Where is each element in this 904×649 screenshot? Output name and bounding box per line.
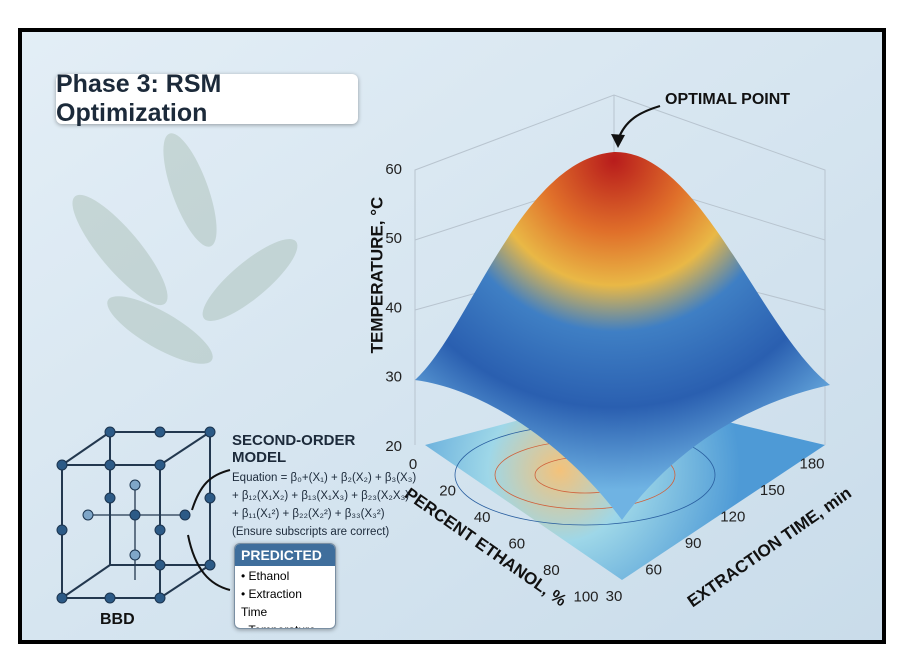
- predicted-item: • Ethanol: [241, 569, 290, 583]
- tick-label: 60: [385, 161, 402, 178]
- tick-label: 40: [385, 299, 402, 316]
- annotation: OPTIMAL POINT: [665, 91, 790, 108]
- predicted-item: • Temperature: [241, 621, 329, 628]
- tick-label: 30: [385, 369, 402, 386]
- tick-label: 80: [543, 562, 560, 579]
- tick-label: 20: [385, 438, 402, 455]
- predicted-item: • Extraction Time: [241, 587, 302, 619]
- tick-label: 0: [409, 456, 417, 473]
- equation-line: + β₁₂(X₁X₂) + β₁₃(X₁X₃) + β₂₃(X₂X₃): [232, 490, 410, 502]
- tick-label: 50: [385, 230, 402, 247]
- tick-label: 100: [573, 588, 598, 605]
- arrowhead: [611, 134, 625, 148]
- z-axis-label: TEMPERATURE, °C: [367, 197, 386, 354]
- bbd-label: BBD: [100, 611, 135, 628]
- predicted-card: PREDICTED • Ethanol • Extraction Time • Te…: [234, 543, 336, 629]
- title-card: Phase 3: RSM Optimization: [56, 70, 358, 127]
- tick-label: 60: [508, 535, 525, 552]
- tick-label: 40: [474, 509, 491, 526]
- model-block: SECOND-ORDER MODEL Equation = β₀+(X₁) + …: [232, 432, 417, 541]
- bbd-points: [56, 426, 216, 604]
- leaf-decoration: [72, 133, 298, 364]
- tick-label: 20: [439, 482, 456, 499]
- model-title: SECOND-ORDER MODEL: [232, 432, 356, 466]
- tick-label: 30: [606, 588, 623, 605]
- tick-label: 180: [799, 455, 824, 472]
- tick-label: 60: [645, 561, 662, 578]
- equation-line: Equation = β₀+(X₁) + β₂(X₂) + β₃(X₃): [232, 472, 417, 484]
- arrows: [187, 469, 231, 591]
- tick-label: 150: [760, 482, 785, 499]
- title: Phase 3: RSM Optimization: [56, 70, 222, 127]
- predicted-title: PREDICTED: [235, 544, 335, 566]
- tick-label: 90: [685, 535, 702, 552]
- equation-line: (Ensure subscripts are correct): [232, 526, 390, 538]
- response-surface: [415, 151, 830, 520]
- tick-label: 120: [720, 508, 745, 525]
- equation-line: + β₁₁(X₁²) + β₂₂(X₂²) + β₃₃(X₃²): [232, 508, 385, 520]
